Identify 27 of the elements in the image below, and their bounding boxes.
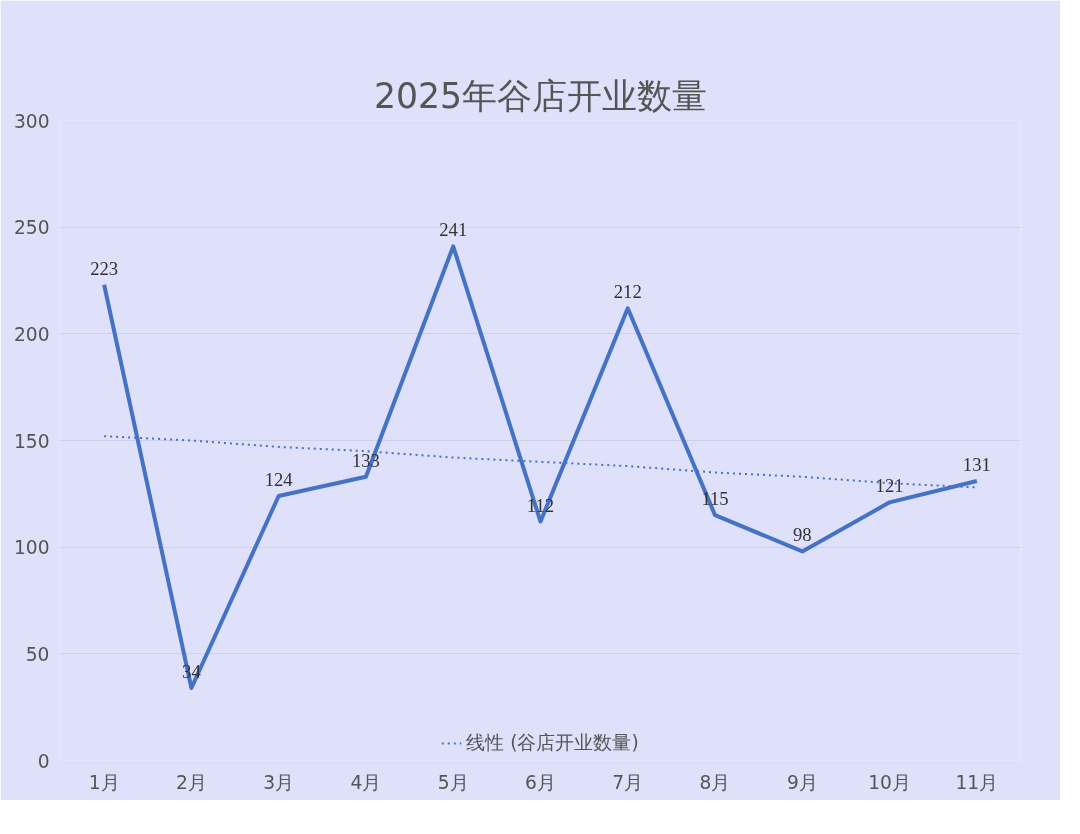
x-tick-label: 7月 <box>612 771 644 793</box>
data-label: 241 <box>439 219 468 241</box>
x-tick-label: 5月 <box>437 771 469 793</box>
x-tick-label: 9月 <box>786 771 818 793</box>
chart-title: 2025年谷店开业数量 <box>373 75 708 116</box>
y-tick-label: 100 <box>13 537 50 559</box>
x-tick-label: 2月 <box>175 771 207 793</box>
data-label: 121 <box>875 475 904 497</box>
x-tick-label: 10月 <box>868 771 911 793</box>
y-tick-label: 0 <box>37 750 50 772</box>
y-tick-label: 300 <box>13 110 50 132</box>
data-label: 124 <box>264 468 294 490</box>
y-tick-label: 50 <box>25 643 50 665</box>
y-tick-label: 150 <box>13 430 50 452</box>
x-tick-label: 6月 <box>525 771 556 793</box>
x-tick-label: 4月 <box>350 771 382 793</box>
y-tick-label: 200 <box>13 323 50 345</box>
data-label: 131 <box>962 454 991 476</box>
data-label: 98 <box>792 524 812 546</box>
y-tick-label: 250 <box>13 217 50 239</box>
data-label: 223 <box>90 257 119 279</box>
x-tick-label: 11月 <box>955 771 999 793</box>
data-label: 212 <box>613 281 642 303</box>
legend-label: 线性 (谷店开业数量) <box>466 731 639 755</box>
x-tick-label: 8月 <box>699 771 731 793</box>
x-tick-label: 3月 <box>263 771 295 793</box>
x-tick-label: 1月 <box>88 771 120 793</box>
